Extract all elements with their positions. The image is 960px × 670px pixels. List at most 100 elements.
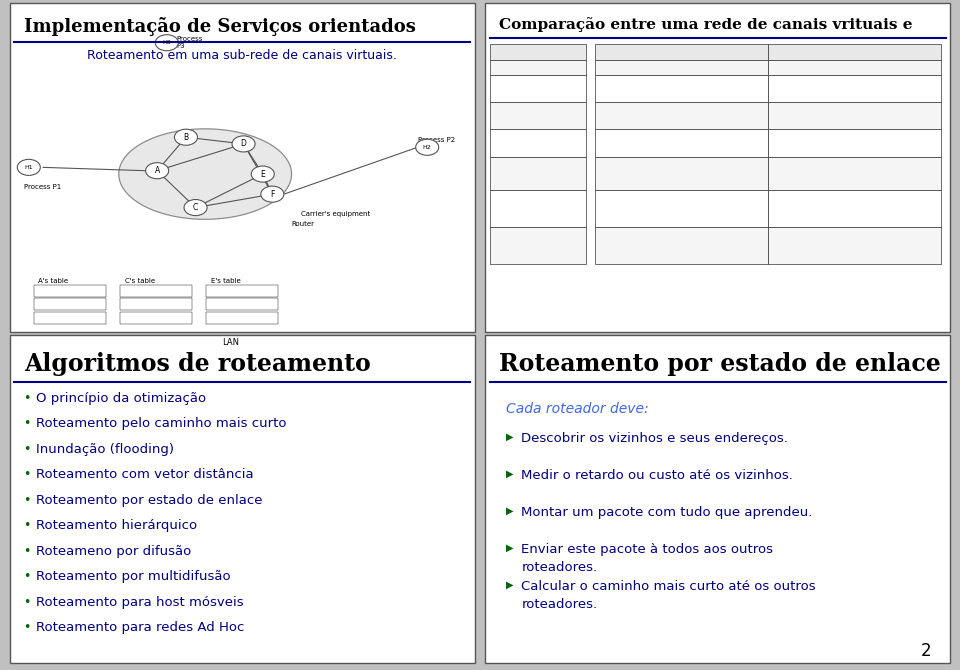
FancyBboxPatch shape: [490, 227, 586, 264]
Text: Roteamento por multidifusão: Roteamento por multidifusão: [36, 570, 231, 583]
Text: ▶: ▶: [506, 506, 514, 516]
FancyBboxPatch shape: [768, 190, 941, 227]
FancyBboxPatch shape: [10, 3, 475, 332]
FancyBboxPatch shape: [490, 75, 586, 102]
Text: LAN: LAN: [222, 338, 239, 347]
Text: ▶: ▶: [506, 543, 514, 553]
Text: C's table: C's table: [125, 278, 155, 284]
Text: Datagram subnet: Datagram subnet: [640, 48, 723, 56]
Text: Difficult: Difficult: [598, 192, 626, 198]
Text: •: •: [23, 443, 31, 456]
Text: ▶: ▶: [506, 469, 514, 479]
FancyBboxPatch shape: [595, 102, 768, 129]
FancyBboxPatch shape: [120, 312, 192, 324]
Text: Montar um pacote com tudo que aprendeu.: Montar um pacote com tudo que aprendeu.: [521, 506, 813, 519]
Text: Algoritmos de roteamento: Algoritmos de roteamento: [24, 352, 371, 376]
Text: Descobrir os vizinhos e seus endereços.: Descobrir os vizinhos e seus endereços.: [521, 432, 788, 445]
FancyBboxPatch shape: [206, 298, 278, 310]
Text: Easy if enough resources
can be allocated in
advance for each VC: Easy if enough resources can be allocate…: [771, 192, 859, 212]
Text: Roteamento pelo caminho mais curto: Roteamento pelo caminho mais curto: [36, 417, 287, 430]
Circle shape: [146, 163, 169, 179]
Text: •: •: [23, 392, 31, 405]
Text: Quality of service: Quality of service: [492, 192, 554, 198]
Text: Medir o retardo ou custo até os vizinhos.: Medir o retardo ou custo até os vizinhos…: [521, 469, 793, 482]
FancyBboxPatch shape: [34, 312, 106, 324]
Polygon shape: [119, 129, 292, 219]
Text: Roteamento hierárquico: Roteamento hierárquico: [36, 519, 198, 532]
Text: Process P2: Process P2: [418, 137, 455, 143]
Text: Effect of router failures: Effect of router failures: [492, 159, 573, 165]
Text: •: •: [23, 570, 31, 583]
Circle shape: [17, 159, 40, 176]
Text: Routing: Routing: [492, 131, 519, 137]
Text: Roteamento em uma sub-rede de canais virtuais.: Roteamento em uma sub-rede de canais vir…: [87, 49, 397, 62]
Text: Virtual-circuit subnet: Virtual-circuit subnet: [804, 48, 905, 56]
Text: Cada roteador deve:: Cada roteador deve:: [506, 402, 649, 416]
Text: Route chosen when VC
is set up; all packets
follow it: Route chosen when VC is set up; all pack…: [771, 131, 852, 151]
Text: ▶: ▶: [506, 580, 514, 590]
Text: Each VC requires router
table space per connection: Each VC requires router table space per …: [771, 104, 866, 117]
Text: roteadores.: roteadores.: [521, 561, 597, 574]
Text: Carrier's equipment: Carrier's equipment: [301, 211, 371, 217]
FancyBboxPatch shape: [206, 285, 278, 297]
FancyBboxPatch shape: [768, 75, 941, 102]
FancyBboxPatch shape: [485, 3, 950, 332]
Text: Process P1: Process P1: [24, 184, 61, 190]
FancyBboxPatch shape: [595, 129, 768, 157]
Text: Congestion control: Congestion control: [492, 229, 559, 235]
Text: Calcular o caminho mais curto até os outros: Calcular o caminho mais curto até os out…: [521, 580, 816, 592]
FancyBboxPatch shape: [490, 129, 586, 157]
Text: •: •: [23, 417, 31, 430]
Text: •: •: [23, 621, 31, 634]
Text: Roteamento com vetor distância: Roteamento com vetor distância: [36, 468, 254, 481]
Text: Roteamento para host mósveis: Roteamento para host mósveis: [36, 596, 244, 608]
Text: Circuit setup: Circuit setup: [492, 62, 537, 68]
FancyBboxPatch shape: [120, 298, 192, 310]
Text: •: •: [23, 468, 31, 481]
Text: ▶: ▶: [506, 432, 514, 442]
Text: C: C: [193, 203, 198, 212]
Text: Routers do not hold
state information about connections: Routers do not hold state information ab…: [598, 104, 726, 117]
Text: Issue: Issue: [525, 48, 550, 56]
Circle shape: [261, 186, 284, 202]
Text: Addressing: Addressing: [492, 77, 531, 83]
FancyBboxPatch shape: [10, 335, 475, 663]
Text: Roteamento por estado de enlace: Roteamento por estado de enlace: [499, 352, 941, 376]
FancyBboxPatch shape: [768, 60, 941, 75]
Text: O princípio da otimização: O princípio da otimização: [36, 392, 206, 405]
Text: Roteamento para redes Ad Hoc: Roteamento para redes Ad Hoc: [36, 621, 245, 634]
FancyBboxPatch shape: [34, 285, 106, 297]
Text: 2: 2: [921, 642, 931, 660]
FancyBboxPatch shape: [490, 102, 586, 129]
FancyBboxPatch shape: [768, 102, 941, 129]
FancyBboxPatch shape: [490, 157, 586, 190]
Circle shape: [252, 166, 275, 182]
Text: Roteamento por estado de enlace: Roteamento por estado de enlace: [36, 494, 263, 507]
Text: Implementação de Serviços orientados: Implementação de Serviços orientados: [24, 17, 416, 36]
Text: H1: H1: [25, 165, 33, 170]
Text: E: E: [260, 170, 265, 179]
Text: State information: State information: [492, 104, 554, 110]
FancyBboxPatch shape: [595, 157, 768, 190]
Text: Required: Required: [771, 62, 802, 68]
Text: Comparação entre uma rede de canais vrituais e: Comparação entre uma rede de canais vrit…: [499, 17, 913, 31]
Text: Not needed: Not needed: [598, 62, 638, 68]
Text: Each packet contains
the full source and
destination address: Each packet contains the full source and…: [598, 77, 673, 97]
Text: roteadores.: roteadores.: [521, 598, 597, 611]
Circle shape: [232, 136, 255, 152]
FancyBboxPatch shape: [768, 227, 941, 264]
FancyBboxPatch shape: [120, 285, 192, 297]
FancyBboxPatch shape: [768, 157, 941, 190]
Text: Each packet is
routed independently: Each packet is routed independently: [598, 131, 674, 143]
FancyBboxPatch shape: [595, 75, 768, 102]
Circle shape: [184, 200, 207, 216]
Text: Inundação (flooding): Inundação (flooding): [36, 443, 175, 456]
Circle shape: [156, 35, 179, 51]
Text: •: •: [23, 494, 31, 507]
Text: H2: H2: [422, 145, 432, 150]
FancyBboxPatch shape: [490, 190, 586, 227]
Text: Roteameno por difusão: Roteameno por difusão: [36, 545, 192, 557]
FancyBboxPatch shape: [768, 129, 941, 157]
FancyBboxPatch shape: [490, 44, 586, 60]
Text: Easy if enough resources
can be allocated in
advance for each VC: Easy if enough resources can be allocate…: [771, 229, 859, 249]
